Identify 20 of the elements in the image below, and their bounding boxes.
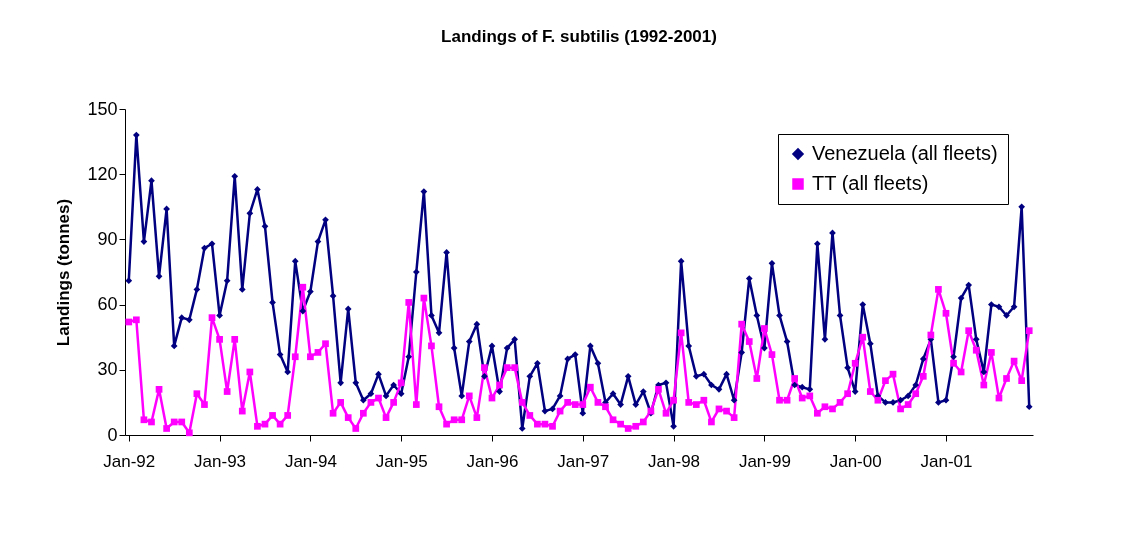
x-tick-label: Jan-98 [648, 451, 701, 471]
y-tick-label: 60 [97, 294, 118, 315]
y-tick-label: 0 [107, 424, 118, 445]
x-tick-label: Jan-99 [738, 451, 791, 471]
legend-label: TT (all fleets) [812, 172, 929, 194]
chart-title: Landings of F. subtilis (1992-2001) [441, 27, 717, 46]
y-tick-label: 90 [97, 228, 118, 249]
x-tick-label: Jan-95 [375, 451, 428, 471]
y-tick-label: 150 [87, 98, 118, 119]
x-tick-label: Jan-97 [557, 451, 610, 471]
x-tick-label: Jan-93 [194, 451, 247, 471]
x-tick-label: Jan-00 [829, 451, 882, 471]
x-tick-label: Jan-92 [103, 451, 156, 471]
y-tick-label: 120 [87, 163, 118, 184]
legend-label: Venezuela (all fleets) [812, 142, 998, 164]
x-tick-label: Jan-96 [466, 451, 519, 471]
x-tick-label: Jan-01 [920, 451, 973, 471]
x-tick-label: Jan-94 [284, 451, 337, 471]
y-axis-title: Landings (tonnes) [54, 198, 74, 347]
y-tick-label: 30 [97, 359, 118, 380]
